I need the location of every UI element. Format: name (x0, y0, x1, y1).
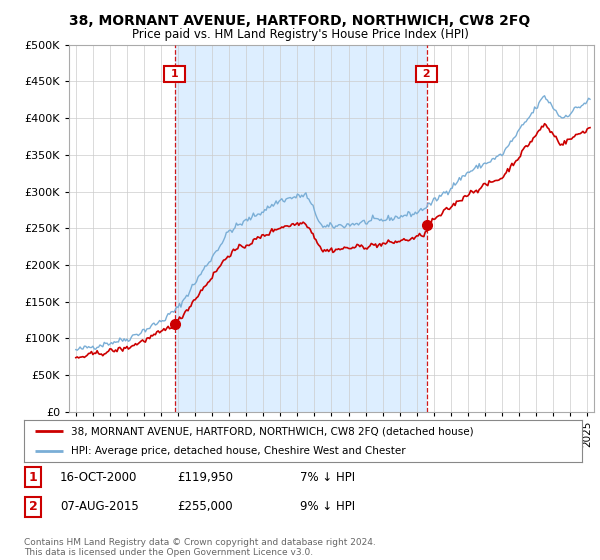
Text: 07-AUG-2015: 07-AUG-2015 (60, 500, 139, 514)
Text: 2: 2 (29, 500, 37, 514)
Text: 38, MORNANT AVENUE, HARTFORD, NORTHWICH, CW8 2FQ (detached house): 38, MORNANT AVENUE, HARTFORD, NORTHWICH,… (71, 426, 474, 436)
Text: 16-OCT-2000: 16-OCT-2000 (60, 470, 137, 484)
Text: 9% ↓ HPI: 9% ↓ HPI (300, 500, 355, 514)
Text: 38, MORNANT AVENUE, HARTFORD, NORTHWICH, CW8 2FQ: 38, MORNANT AVENUE, HARTFORD, NORTHWICH,… (70, 14, 530, 28)
Text: £255,000: £255,000 (177, 500, 233, 514)
Text: £119,950: £119,950 (177, 470, 233, 484)
Text: 2: 2 (419, 69, 434, 79)
Text: 7% ↓ HPI: 7% ↓ HPI (300, 470, 355, 484)
Text: 1: 1 (29, 470, 37, 484)
Text: HPI: Average price, detached house, Cheshire West and Chester: HPI: Average price, detached house, Ches… (71, 446, 406, 456)
Text: Contains HM Land Registry data © Crown copyright and database right 2024.
This d: Contains HM Land Registry data © Crown c… (24, 538, 376, 557)
Text: Price paid vs. HM Land Registry's House Price Index (HPI): Price paid vs. HM Land Registry's House … (131, 28, 469, 41)
Bar (175, 45, 427, 412)
Text: 1: 1 (167, 69, 182, 79)
